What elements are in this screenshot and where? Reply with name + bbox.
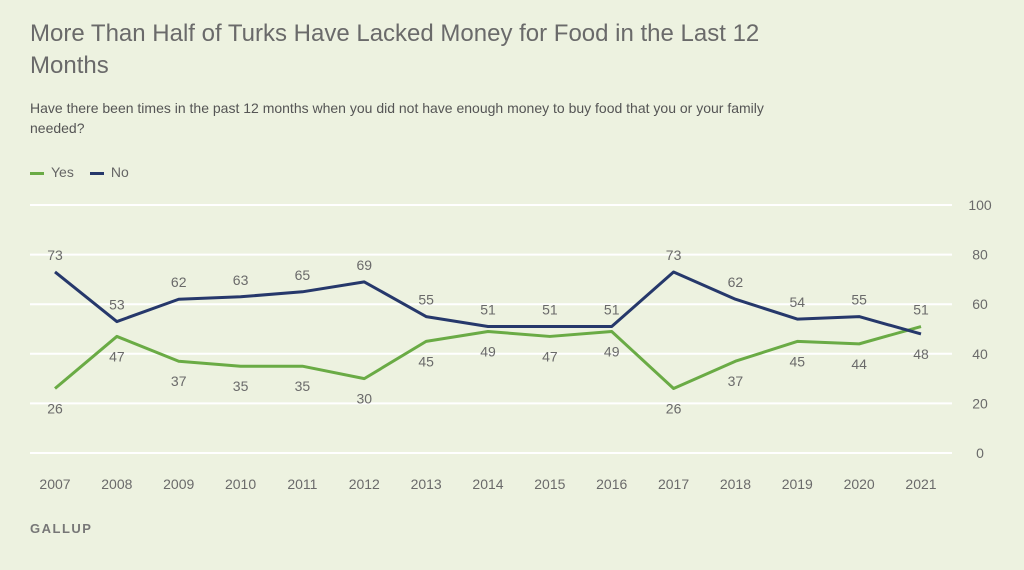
chart-subtitle: Have there been times in the past 12 mon… — [30, 100, 764, 136]
data-label-no: 53 — [109, 297, 125, 313]
legend: Yes No — [30, 164, 129, 180]
x-tick-label: 2020 — [844, 476, 875, 492]
y-tick-label: 40 — [972, 346, 988, 362]
data-label-yes: 51 — [913, 302, 929, 318]
y-tick-label: 20 — [972, 395, 988, 411]
x-tick-label: 2021 — [905, 476, 936, 492]
legend-label-no: No — [110, 164, 129, 180]
data-label-no: 54 — [789, 294, 805, 310]
x-tick-label: 2018 — [720, 476, 751, 492]
data-label-no: 55 — [851, 292, 867, 308]
data-label-yes: 37 — [171, 373, 187, 389]
legend-label-yes: Yes — [51, 164, 74, 180]
legend-item-no: No — [89, 164, 129, 180]
data-label-yes: 26 — [666, 401, 682, 417]
legend-swatch-yes — [30, 171, 44, 175]
x-tick-label: 2012 — [349, 476, 380, 492]
legend-item-yes: Yes — [30, 164, 74, 180]
series-line-yes — [54, 325, 922, 391]
x-tick-label: 2010 — [225, 476, 256, 492]
x-tick-label: 2011 — [287, 476, 317, 492]
x-tick-label: 2014 — [472, 476, 503, 492]
data-label-yes: 45 — [789, 353, 805, 369]
data-label-no: 73 — [47, 247, 63, 263]
x-tick-label: 2013 — [411, 476, 442, 492]
gallup-logo: GALLUP — [30, 521, 93, 536]
data-label-no: 48 — [913, 346, 929, 362]
y-tick-label: 60 — [972, 296, 988, 312]
legend-swatch-no — [89, 171, 104, 175]
data-label-yes: 49 — [604, 343, 620, 359]
data-label-yes: 45 — [418, 353, 434, 369]
data-label-yes: 37 — [728, 373, 744, 389]
x-tick-label: 2017 — [658, 476, 689, 492]
data-label-yes: 44 — [851, 356, 867, 372]
data-label-no: 51 — [542, 302, 558, 318]
data-label-no: 63 — [233, 272, 249, 288]
x-tick-label: 2019 — [782, 476, 813, 492]
data-label-yes: 35 — [233, 378, 249, 394]
data-label-no: 51 — [480, 302, 496, 318]
data-label-yes: 47 — [109, 348, 125, 364]
series-line-no — [54, 270, 922, 336]
data-label-yes: 26 — [47, 401, 63, 417]
data-label-no: 51 — [604, 302, 620, 318]
data-label-no: 62 — [171, 274, 187, 290]
y-tick-label: 0 — [976, 445, 984, 461]
x-tick-label: 2009 — [163, 476, 194, 492]
data-label-yes: 35 — [295, 378, 311, 394]
data-label-no: 69 — [356, 257, 372, 273]
data-label-yes: 47 — [542, 348, 558, 364]
x-tick-label: 2015 — [534, 476, 565, 492]
x-tick-label: 2007 — [39, 476, 70, 492]
x-tick-label: 2016 — [596, 476, 627, 492]
data-label-no: 62 — [728, 274, 744, 290]
data-label-yes: 30 — [356, 391, 372, 407]
x-tick-label: 2008 — [101, 476, 132, 492]
data-label-no: 55 — [418, 292, 434, 308]
y-tick-label: 80 — [972, 247, 988, 263]
y-tick-label: 100 — [968, 197, 992, 213]
data-label-yes: 49 — [480, 343, 496, 359]
chart-title: More Than Half of Turks Have Lacked Mone… — [30, 20, 760, 79]
data-label-no: 65 — [295, 267, 311, 283]
data-label-no: 73 — [666, 247, 682, 263]
